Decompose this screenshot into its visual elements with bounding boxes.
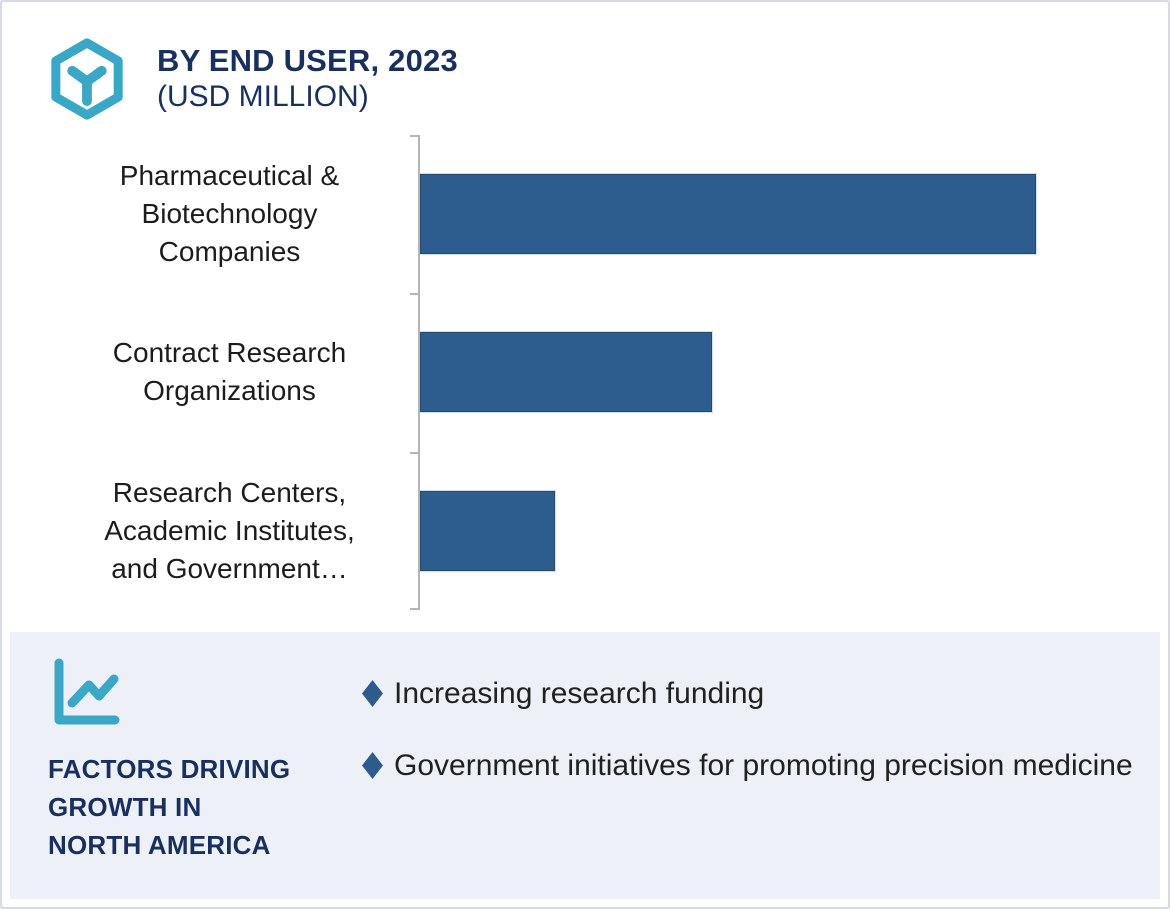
chart-title-line1: BY END USER, 2023 xyxy=(157,43,458,78)
bar xyxy=(420,490,555,571)
category-label: Research Centers, Academic Institutes, and… xyxy=(104,476,355,584)
factor-text: Government initiatives for promoting pre… xyxy=(394,749,1133,782)
bar-chart: Pharmaceutical & Biotechnology Companies Co… xyxy=(57,135,1117,610)
axis-tick xyxy=(410,293,419,295)
bar-track xyxy=(420,490,1117,571)
category-label: Contract Research Organizations xyxy=(112,337,347,407)
panel-heading-line1: FACTORS DRIVING xyxy=(48,754,291,784)
category-label: Pharmaceutical & Biotechnology Companies xyxy=(119,160,340,268)
factor-text: Increasing research funding xyxy=(394,677,765,710)
axis-tick xyxy=(410,135,419,137)
growth-factors-panel: FACTORS DRIVING GROWTH IN NORTH AMERICA … xyxy=(10,632,1160,899)
bar xyxy=(420,332,712,413)
growth-factors-list: Increasing research funding Government i… xyxy=(362,670,1137,814)
chart-title-line2: (USD MILLION) xyxy=(157,80,369,113)
chart-row: Pharmaceutical & Biotechnology Companies xyxy=(57,135,1117,293)
hexagon-cube-icon xyxy=(51,38,123,120)
chart-y-axis xyxy=(418,135,420,610)
panel-heading-line3: NORTH AMERICA xyxy=(48,830,271,860)
chart-title: BY END USER, 2023 (USD MILLION) xyxy=(157,42,458,115)
axis-tick xyxy=(410,452,419,454)
bar-track xyxy=(420,174,1117,255)
chart-rows: Pharmaceutical & Biotechnology Companies Co… xyxy=(57,135,1117,610)
chart-row: Research Centers, Academic Institutes, and… xyxy=(57,452,1117,610)
diamond-bullet-icon xyxy=(362,680,383,707)
bar xyxy=(420,174,1036,255)
line-chart-icon xyxy=(54,658,120,725)
list-item: Government initiatives for promoting pre… xyxy=(362,742,1137,789)
panel-heading: FACTORS DRIVING GROWTH IN NORTH AMERICA xyxy=(48,750,290,864)
bar-track xyxy=(420,332,1117,413)
list-item: Increasing research funding xyxy=(362,670,1137,717)
panel-heading-line2: GROWTH IN xyxy=(48,792,202,822)
chart-row: Contract Research Organizations xyxy=(57,293,1117,451)
axis-tick xyxy=(410,608,419,610)
diamond-bullet-icon xyxy=(362,752,383,779)
